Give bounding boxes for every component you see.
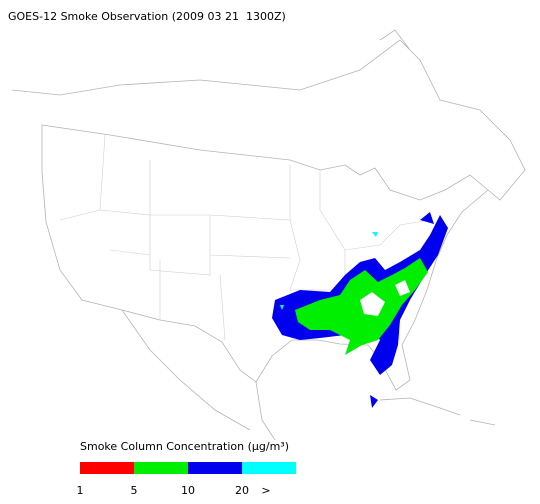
legend: 1 5 10 20 > (77, 462, 296, 497)
smoke-white (360, 280, 410, 316)
legend-tick-label: 10 (181, 484, 195, 497)
legend-tick-label: 20 (235, 484, 249, 497)
us-outline (41, 124, 489, 391)
smoke-green (295, 258, 428, 355)
mexico-outline (121, 309, 496, 441)
legend-swatch (242, 462, 296, 474)
legend-swatch (134, 462, 188, 474)
legend-title: Smoke Column Concentration (μg/m³) (80, 440, 289, 453)
legend-swatch (80, 462, 134, 474)
base-map (11, 29, 526, 441)
legend-overflow-label: > (261, 484, 270, 497)
smoke-plumes (272, 212, 448, 408)
page-title: GOES-12 Smoke Observation (2009 03 21 13… (8, 10, 286, 23)
canada-outline (11, 29, 526, 201)
legend-tick-label: 1 (77, 484, 84, 497)
legend-swatch (188, 462, 242, 474)
legend-tick-label: 5 (131, 484, 138, 497)
